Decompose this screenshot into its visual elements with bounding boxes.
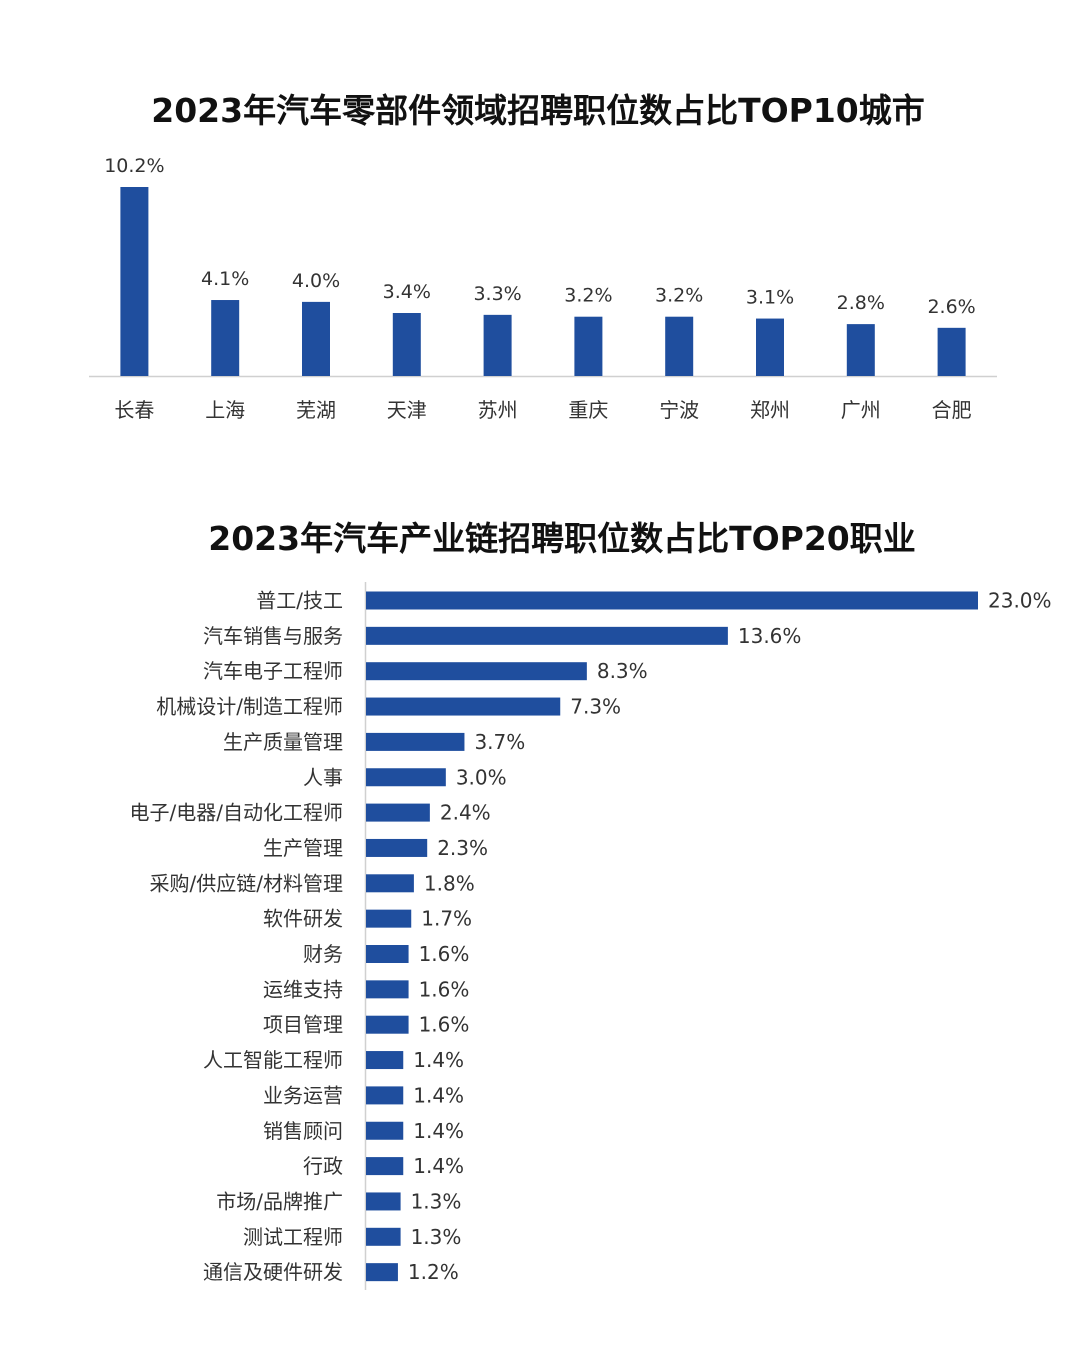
city-value-label: 3.3% (473, 283, 521, 305)
occupation-bar (366, 1227, 401, 1246)
occupation-value-label: 7.3% (570, 695, 621, 719)
city-bars: 10.2% 长春 4.1% 上海 4.0% 芜湖 3.4% 天津 3.3% 苏州 3.2% 重庆 3.2… (104, 155, 976, 422)
occupation-category-label: 人事 (303, 765, 343, 789)
city-bar (846, 324, 875, 376)
occupation-category-label: 业务运营 (263, 1083, 343, 1107)
occupation-value-label: 1.4% (413, 1083, 464, 1107)
city-category-label: 广州 (841, 398, 881, 422)
occupation-category-label: 汽车电子工程师 (203, 659, 343, 683)
occupation-bar (366, 874, 414, 893)
city-bar (120, 187, 149, 376)
city-category-label: 苏州 (478, 398, 518, 422)
city-bar (211, 300, 240, 376)
chart-title-cities: 2023年汽车零部件领域招聘职位数占比TOP10城市 (151, 91, 925, 130)
city-category-label: 重庆 (568, 398, 608, 422)
city-category-label: 芜湖 (296, 398, 336, 422)
chart-title-occupations: 2023年汽车产业链招聘职位数占比TOP20职业 (208, 519, 916, 558)
city-value-label: 10.2% (104, 155, 164, 177)
occupation-category-label: 普工/技工 (256, 589, 343, 613)
occupation-value-label: 2.4% (440, 801, 491, 825)
city-value-label: 3.2% (564, 285, 612, 307)
occupation-category-label: 软件研发 (263, 907, 343, 931)
city-value-label: 2.6% (927, 296, 975, 318)
city-value-label: 3.2% (655, 285, 703, 307)
occupation-bar (366, 697, 561, 716)
occupation-value-label: 1.2% (408, 1260, 459, 1284)
occupation-value-label: 8.3% (597, 659, 648, 683)
occupation-category-label: 生产质量管理 (223, 730, 343, 754)
occupation-value-label: 1.4% (413, 1119, 464, 1143)
occupation-value-label: 1.3% (411, 1225, 462, 1249)
occupation-value-label: 1.4% (413, 1154, 464, 1178)
occupation-value-label: 1.3% (411, 1189, 462, 1213)
occupation-value-label: 1.6% (419, 942, 470, 966)
occupation-value-label: 23.0% (988, 589, 1052, 613)
city-bar (756, 318, 784, 376)
city-value-label: 4.1% (201, 268, 249, 290)
city-bar (483, 314, 512, 376)
occupation-category-label: 机械设计/制造工程师 (156, 695, 343, 719)
occupation-bar (366, 1157, 404, 1176)
occupation-category-label: 生产管理 (263, 836, 343, 860)
occupation-category-label: 汽车销售与服务 (203, 624, 343, 648)
city-bar (665, 316, 694, 376)
city-category-label: 宁波 (659, 398, 699, 422)
city-category-label: 郑州 (750, 398, 790, 422)
city-bar (937, 327, 966, 376)
city-bar (302, 301, 330, 376)
occupation-value-label: 1.6% (419, 1013, 470, 1037)
city-value-label: 3.4% (383, 281, 431, 303)
occupation-category-label: 通信及硬件研发 (203, 1260, 343, 1284)
occupation-bar (366, 1086, 404, 1105)
occupation-category-label: 项目管理 (263, 1013, 343, 1037)
city-category-label: 上海 (205, 398, 245, 422)
city-category-label: 长春 (114, 398, 154, 422)
city-bar (574, 316, 603, 376)
occupation-bar (366, 662, 587, 681)
occupation-value-label: 1.7% (421, 907, 472, 931)
occupation-bar (366, 626, 728, 645)
occupation-bar (366, 980, 409, 999)
occupation-category-label: 财务 (303, 942, 343, 966)
occupation-bar (366, 732, 465, 751)
occupation-bar (366, 1263, 398, 1282)
occupation-bar (366, 1192, 401, 1211)
city-value-label: 2.8% (837, 292, 885, 314)
occupation-value-label: 2.3% (437, 836, 488, 860)
city-value-label: 3.1% (746, 287, 794, 309)
city-bar-chart: 10.2% 长春 4.1% 上海 4.0% 芜湖 3.4% 天津 3.3% 苏州 3.2% 重庆 3.2… (89, 155, 997, 422)
occupation-value-label: 13.6% (738, 624, 802, 648)
occupation-category-label: 采购/供应链/材料管理 (150, 871, 343, 895)
occupation-bar (366, 1121, 404, 1140)
city-category-label: 合肥 (932, 398, 972, 422)
occupation-bar (366, 945, 409, 963)
occupation-value-label: 1.8% (424, 871, 475, 895)
occupation-value-label: 3.0% (456, 765, 507, 789)
occupation-bar (366, 909, 412, 928)
occupation-value-label: 1.6% (419, 977, 470, 1001)
occupation-bar (366, 1015, 409, 1034)
city-value-label: 4.0% (292, 270, 340, 292)
occupation-category-label: 市场/品牌推广 (216, 1189, 343, 1213)
occupation-bar (366, 591, 978, 610)
occupation-category-label: 人工智能工程师 (203, 1048, 343, 1072)
occupation-category-label: 销售顾问 (263, 1119, 343, 1143)
occupation-bars: 23.0% 普工/技工 13.6% 汽车销售与服务 8.3% 汽车电子工程师 7.3% 机械设… (130, 589, 1052, 1285)
occupation-category-label: 电子/电器/自动化工程师 (130, 801, 343, 825)
city-category-label: 天津 (387, 398, 427, 422)
occupation-bar (366, 803, 430, 822)
occupation-category-label: 测试工程师 (243, 1225, 343, 1249)
occupation-value-label: 1.4% (413, 1048, 464, 1072)
occupation-bar (366, 1051, 404, 1070)
occupation-bar (366, 768, 446, 787)
city-bar (392, 313, 421, 376)
occupation-category-label: 行政 (303, 1154, 343, 1178)
occupation-value-label: 3.7% (474, 730, 525, 754)
occupation-category-label: 运维支持 (263, 977, 343, 1001)
occupation-bar (366, 838, 428, 857)
